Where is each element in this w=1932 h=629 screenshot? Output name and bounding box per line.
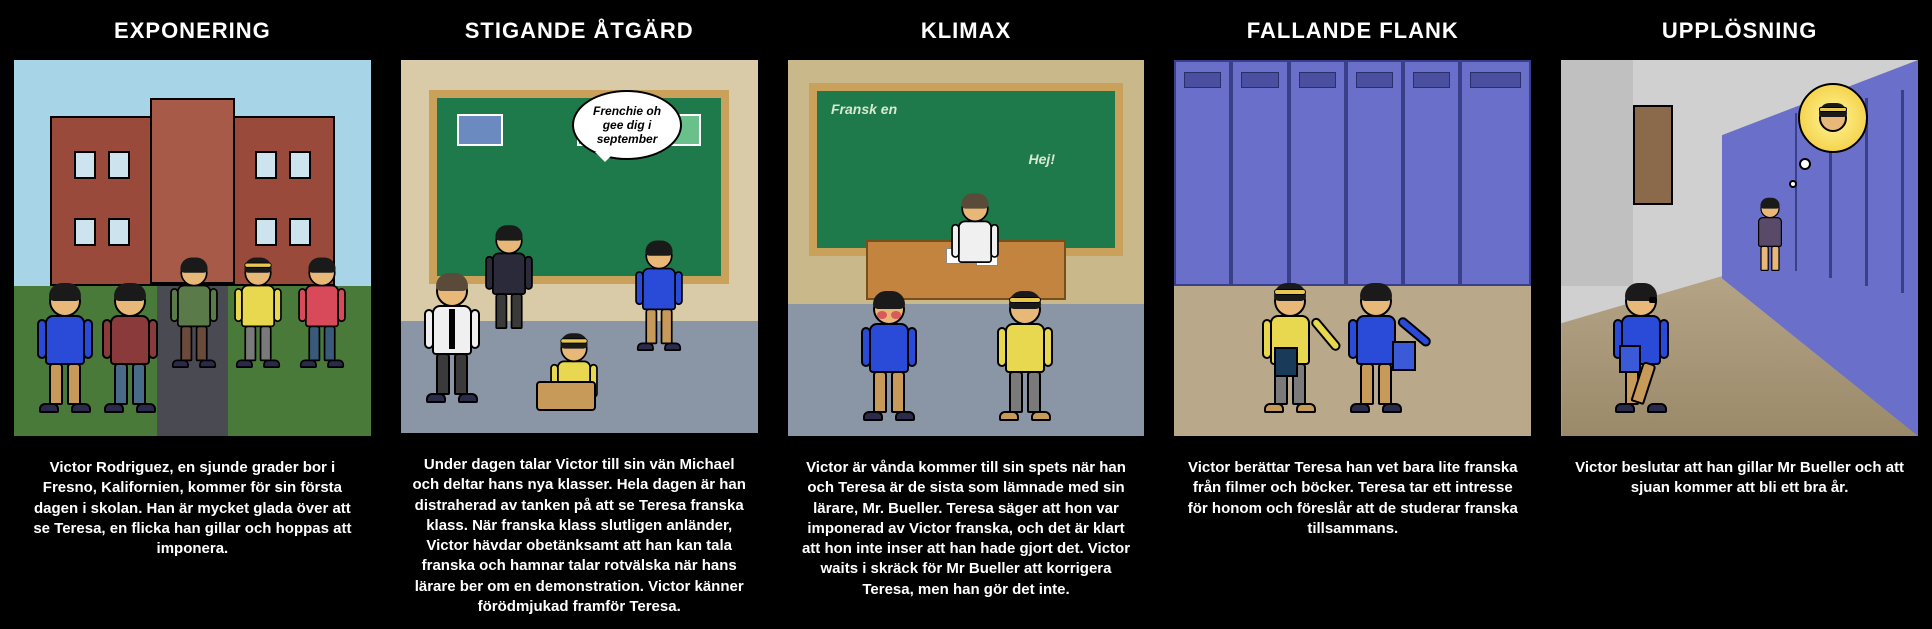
thought-bubble: [1798, 83, 1868, 153]
panel-caption: Victor beslutar att han gillar Mr Buelle…: [1547, 438, 1932, 511]
locker: [1231, 60, 1288, 286]
character-victor: [634, 242, 685, 351]
panel-caption: Victor är vånda kommer till sin spets nä…: [774, 438, 1159, 612]
character-teresa: [995, 293, 1055, 421]
panel-image-hallway-perspective: [1559, 58, 1920, 438]
character-friend: [100, 285, 160, 413]
panel-image-hallway-lockers: [1172, 58, 1533, 438]
character-victor: [35, 285, 95, 413]
glasses-icon: [1649, 297, 1657, 303]
locker: [1174, 60, 1231, 286]
panel-image-classroom: Frenchie oh gee dig i september: [399, 58, 760, 435]
chalkboard-text: Fransk en: [831, 101, 897, 117]
character-teresa: [1260, 285, 1320, 413]
door-icon: [1633, 105, 1673, 205]
book-icon: [1274, 347, 1298, 377]
speech-text: Frenchie oh gee dig i september: [584, 104, 670, 146]
book-icon: [1392, 341, 1416, 371]
student-desk: [536, 381, 596, 411]
panel-image-schoolyard: [12, 58, 373, 438]
panel-title: UPPLÖSNING: [1547, 0, 1932, 58]
locker: [1346, 60, 1403, 286]
character-teresa: [233, 260, 284, 369]
book-icon: [1619, 345, 1641, 373]
panel-title: FALLANDE FLANK: [1160, 0, 1545, 58]
panel-title: EXPONERING: [0, 0, 385, 58]
panel-caption: Victor Rodriguez, en sjunde grader bor i…: [0, 438, 385, 571]
character-victor: [859, 293, 919, 421]
character-teacher: [422, 275, 482, 403]
character-michael: [484, 227, 535, 329]
panel-title: STIGANDE ÅTGÄRD: [387, 0, 772, 58]
character-victor: [1611, 285, 1671, 413]
panel-stigande: STIGANDE ÅTGÄRD Frenchie oh gee dig i se…: [387, 0, 774, 629]
panel-title: KLIMAX: [774, 0, 1159, 58]
speech-text-hej: Hej!: [1029, 151, 1055, 167]
character-extra-running: [1752, 199, 1788, 271]
panel-caption: Victor berättar Teresa han vet bara lite…: [1160, 438, 1545, 551]
panel-klimax: KLIMAX Fransk en Hej!: [774, 0, 1161, 629]
panel-exponering: EXPONERING: [0, 0, 387, 629]
locker: [1403, 60, 1460, 286]
speech-bubble: Frenchie oh gee dig i september: [572, 90, 682, 160]
character-extra-1: [168, 260, 219, 369]
character-victor: [1346, 285, 1406, 413]
locker: [1460, 60, 1531, 286]
panel-fallande: FALLANDE FLANK: [1160, 0, 1547, 629]
storyboard-container: EXPONERING: [0, 0, 1932, 629]
locker: [1289, 60, 1346, 286]
panel-upplosning: UPPLÖSNING: [1547, 0, 1932, 629]
character-extra-2: [297, 260, 348, 369]
character-teacher: [949, 195, 1000, 263]
panel-image-classroom-front: Fransk en Hej!: [786, 58, 1147, 438]
panel-caption: Under dagen talar Victor till sin vän Mi…: [387, 435, 772, 629]
